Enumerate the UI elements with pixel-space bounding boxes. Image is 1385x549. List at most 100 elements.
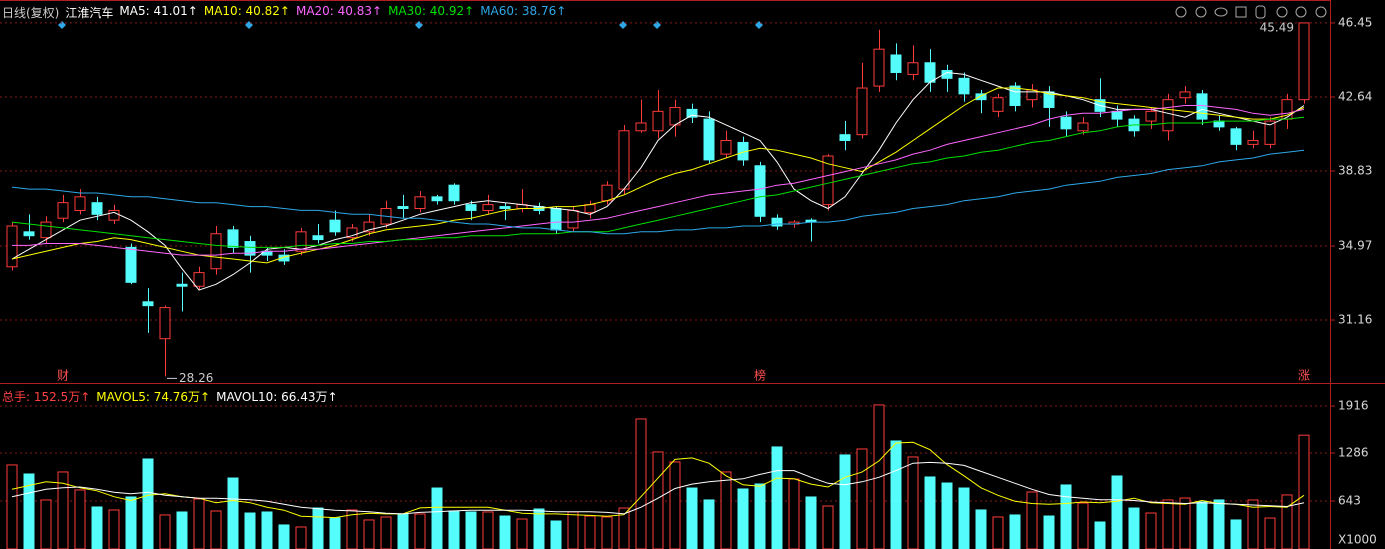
candle-body <box>941 70 953 79</box>
candle-body <box>958 77 970 95</box>
candle-body <box>992 97 1004 112</box>
candle-body <box>924 62 936 83</box>
volume-bar <box>431 487 443 549</box>
volume-bar <box>142 458 154 549</box>
legend-entry: MA60: 38.76↑ <box>480 4 567 18</box>
volume-bar <box>159 514 171 549</box>
candle-body <box>193 272 205 287</box>
stock-name: 江淮汽车 <box>65 6 114 20</box>
volume-bar <box>312 507 324 549</box>
candle-body <box>1264 120 1276 145</box>
candle-body <box>159 307 171 340</box>
y-tick-label: 42.64 <box>1338 89 1372 103</box>
volume-bar <box>74 489 86 549</box>
candle-body <box>907 62 919 75</box>
eye-icon[interactable] <box>1214 7 1228 17</box>
box-icon[interactable] <box>1235 6 1247 18</box>
volume-bar <box>550 520 562 549</box>
volume-bar <box>414 513 426 549</box>
volume-bar <box>1264 517 1276 549</box>
legend-entry: MA5: 41.01↑ <box>119 4 198 18</box>
volume-bar <box>533 508 545 549</box>
volume-bar <box>91 506 103 549</box>
volume-bar <box>1111 475 1123 549</box>
candle-body <box>295 231 307 252</box>
volume-bar <box>907 456 919 549</box>
candle-body <box>329 219 341 233</box>
y-unit-label: X1000 <box>1338 533 1377 547</box>
volume-bar <box>686 487 698 549</box>
y-tick-label: 31.16 <box>1338 313 1372 327</box>
candle-body <box>397 206 409 210</box>
volume-bar <box>975 509 987 549</box>
volume-bar <box>856 448 868 549</box>
volume-bar <box>329 517 341 549</box>
candle-body <box>754 165 766 217</box>
candle-body <box>771 217 783 227</box>
candle-body <box>635 122 647 132</box>
volume-bar <box>278 524 290 549</box>
candle-body <box>91 202 103 215</box>
candle-body <box>975 93 987 101</box>
zoom-out-icon[interactable] <box>1315 6 1327 18</box>
volume-bar <box>1162 499 1174 549</box>
legend-entry: MAVOL10: 66.43万↑ <box>216 390 338 404</box>
volume-bar <box>924 476 936 549</box>
volume-bar <box>720 471 732 549</box>
candle-body <box>23 231 35 237</box>
candle-body <box>1060 116 1072 130</box>
volume-bar <box>499 515 511 549</box>
volume-bar <box>805 496 817 549</box>
candle-body <box>1247 139 1259 145</box>
annotation: 28.26 <box>179 371 213 385</box>
volume-bar <box>516 518 528 549</box>
ma-line <box>11 461 1305 515</box>
candle-body <box>363 221 375 233</box>
volume-bar <box>1179 497 1191 549</box>
volume-header: 总手: 152.5万↑ MAVOL5: 74.76万↑ MAVOL10: 66.4… <box>2 388 338 405</box>
candle-body <box>873 48 885 87</box>
candle-body <box>465 204 477 211</box>
volume-bar <box>584 515 596 549</box>
cross-icon[interactable] <box>1276 6 1288 18</box>
volume-bar <box>6 464 18 549</box>
y-tick-label: 38.83 <box>1338 163 1372 177</box>
candle-body <box>822 155 834 206</box>
event-marker: 榜 <box>754 368 766 383</box>
candle-body <box>856 87 868 136</box>
marker-box <box>1297 368 1311 382</box>
ma-line <box>12 105 1305 256</box>
volume-bar <box>1247 499 1259 549</box>
candle-body <box>1179 91 1191 99</box>
volume-bar <box>635 418 647 549</box>
volume-bar <box>1298 434 1310 549</box>
marker-box <box>56 368 70 382</box>
candle-body <box>1009 85 1021 107</box>
marker-box <box>753 368 767 382</box>
y-tick-label: 46.45 <box>1338 15 1372 29</box>
candle-body <box>1111 110 1123 120</box>
ma-line <box>11 149 1305 235</box>
candle-body <box>414 196 426 210</box>
settings-icon[interactable] <box>1175 6 1187 18</box>
volume-bar <box>1128 507 1140 549</box>
volume-bar <box>890 440 902 549</box>
hand-icon[interactable] <box>1255 5 1266 19</box>
candle-body <box>142 301 154 307</box>
candle-body <box>227 229 239 248</box>
volume-bar <box>1009 514 1021 549</box>
zoom-in-icon[interactable] <box>1295 6 1307 18</box>
candle-body <box>601 184 613 202</box>
candle-body <box>6 225 18 268</box>
legend: MAVOL5: 74.76万↑ MAVOL10: 66.43万↑ <box>96 388 337 405</box>
legend: MA5: 41.01↑ MA10: 40.82↑ MA20: 40.83↑ MA30:… <box>119 4 566 21</box>
toolbar <box>1175 5 1327 19</box>
volume-bar <box>1026 491 1038 549</box>
candle-body <box>1298 22 1310 101</box>
tool-icon[interactable] <box>1195 6 1207 18</box>
volume-bar <box>108 509 120 549</box>
volume-bar <box>703 499 715 549</box>
candle-body <box>499 206 511 210</box>
